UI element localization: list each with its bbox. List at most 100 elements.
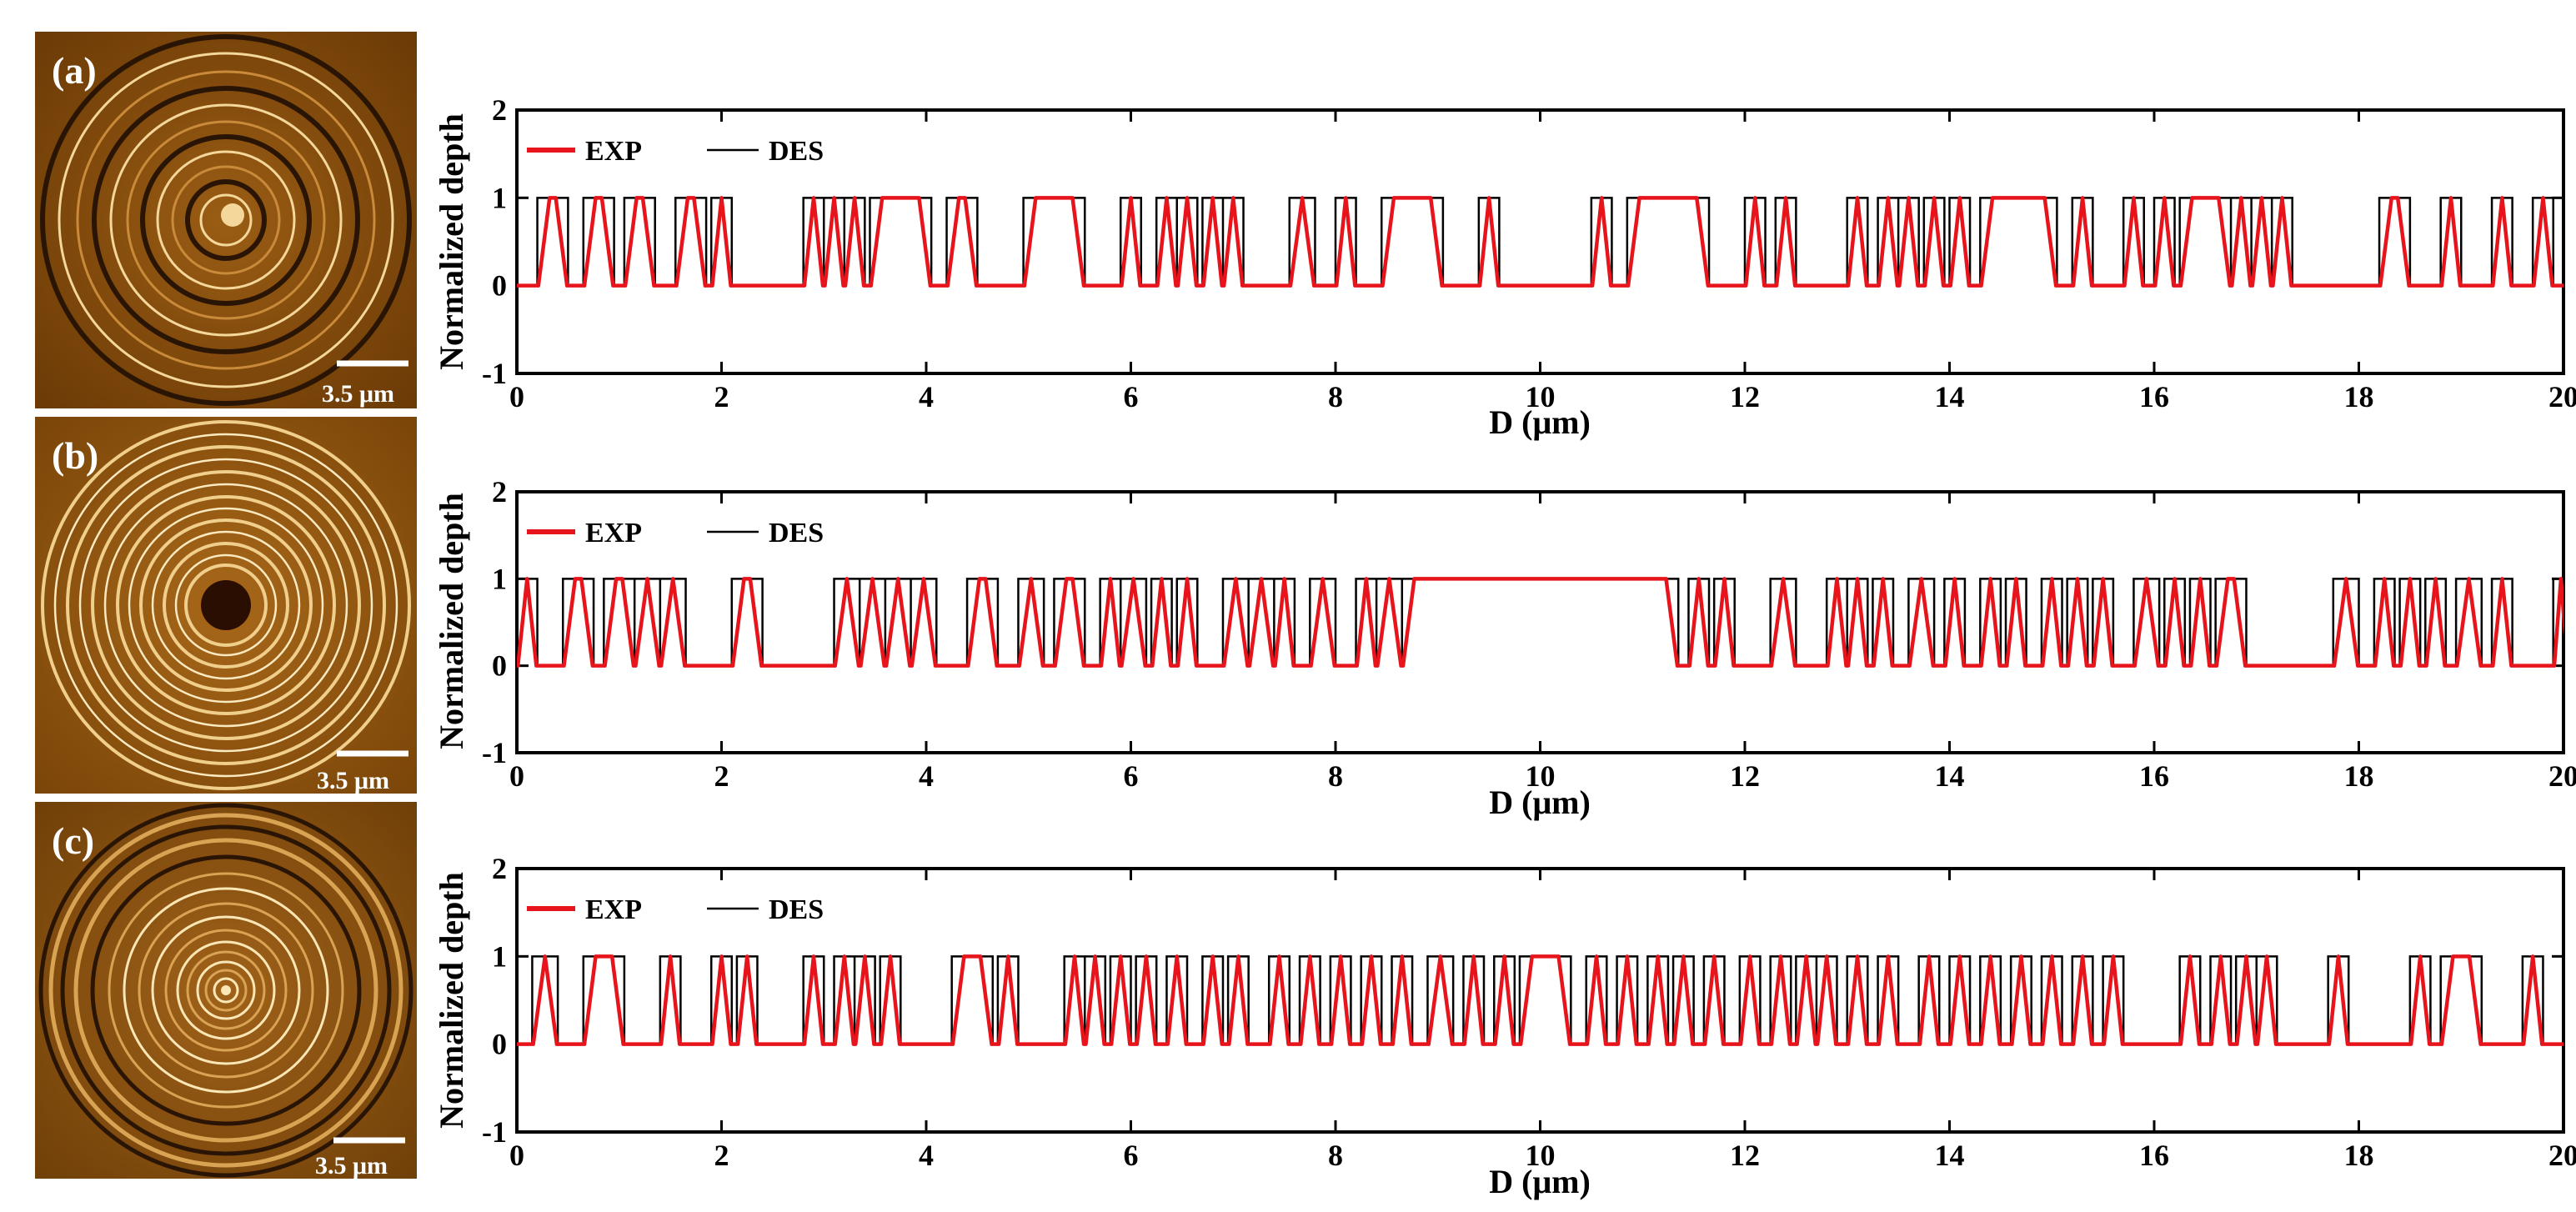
afm-ring — [151, 530, 301, 680]
afm-ring — [38, 803, 413, 1178]
x-tick-label: 0 — [509, 759, 524, 793]
y-tick-label: 2 — [492, 475, 507, 508]
afm-image-a: (a) 3.5 μm — [35, 32, 417, 408]
x-tick-label: 18 — [2344, 759, 2374, 793]
afm-ring — [199, 193, 253, 247]
afm-ring — [73, 838, 378, 1143]
x-axis-label: D (μm) — [1489, 784, 1591, 821]
legend: EXP DES — [527, 894, 824, 925]
afm-ring — [156, 150, 296, 290]
y-tick-label: -1 — [482, 736, 507, 769]
x-tick-label: 8 — [1328, 1139, 1343, 1172]
afm-image-b: (b) 3.5 μm — [35, 417, 417, 794]
y-tick-label: 1 — [492, 562, 507, 595]
scale-bar-label: 3.5 μm — [317, 767, 389, 794]
legend: EXP DES — [527, 136, 824, 167]
afm-ring — [108, 872, 344, 1109]
afm-ring — [204, 969, 248, 1012]
afm-ring — [174, 553, 278, 657]
afm-ring — [138, 902, 314, 1079]
x-tick-label: 6 — [1124, 1139, 1139, 1172]
afm-ring — [90, 854, 362, 1126]
legend-label-exp: EXP — [585, 136, 642, 167]
x-tick-label: 2 — [714, 759, 729, 793]
x-tick-label: 6 — [1124, 759, 1139, 793]
series-exp-line — [517, 196, 2563, 288]
x-tick-label: 14 — [1935, 380, 1965, 413]
legend-label-des: DES — [769, 518, 824, 548]
x-tick-label: 20 — [2548, 1139, 2576, 1172]
y-tick-label: -1 — [482, 357, 507, 390]
x-tick-label: 16 — [2139, 1139, 2169, 1172]
afm-ring — [58, 52, 394, 388]
series-des-line — [517, 955, 2563, 1045]
y-tick-label: 0 — [492, 1028, 507, 1061]
legend-label-des: DES — [769, 894, 824, 925]
afm-ring — [213, 977, 239, 1004]
x-tick-label: 4 — [919, 1139, 934, 1172]
afm-center — [221, 203, 244, 227]
y-tick-label: 1 — [492, 181, 507, 214]
afm-ring — [53, 433, 398, 778]
afm-ring — [184, 563, 268, 647]
x-tick-label: 8 — [1328, 759, 1343, 793]
legend-label-exp: EXP — [585, 518, 642, 548]
x-tick-label: 14 — [1935, 759, 1965, 793]
x-tick-label: 20 — [2548, 759, 2576, 793]
legend-label-des: DES — [769, 136, 824, 167]
afm-ring — [76, 70, 376, 370]
x-tick-label: 16 — [2139, 759, 2169, 793]
x-tick-label: 18 — [2344, 380, 2374, 413]
afm-image-c: (c) 3.5 μm — [35, 802, 417, 1179]
x-tick-label: 18 — [2344, 1139, 2374, 1172]
afm-ring — [139, 518, 313, 692]
afm-rings — [40, 34, 412, 406]
afm-ring — [151, 915, 301, 1065]
x-tick-label: 10 — [1526, 1139, 1556, 1172]
y-tick-label: 1 — [492, 939, 507, 973]
afm-center — [221, 985, 231, 995]
afm-ring — [109, 103, 343, 337]
x-tick-label: 10 — [1526, 380, 1556, 413]
series-exp-line — [517, 954, 2563, 1046]
x-tick-label: 8 — [1328, 380, 1343, 413]
x-tick-label: 12 — [1730, 1139, 1760, 1172]
afm-ring — [186, 950, 266, 1030]
x-tick-label: 20 — [2548, 380, 2576, 413]
afm-ring — [163, 542, 289, 669]
x-tick-label: 2 — [714, 380, 729, 413]
afm-ring — [116, 495, 336, 715]
y-tick-label: 2 — [492, 93, 507, 127]
plot-c: Normalized depth D (μm) 0 2 4 6 8 10 12 14 16 18 2… — [433, 852, 2576, 1200]
y-tick-label: 0 — [492, 649, 507, 683]
afm-rings — [38, 803, 413, 1178]
y-axis-label: Normalized depth — [433, 872, 470, 1129]
panel-label-a: (a) — [52, 49, 97, 92]
x-tick-label: 12 — [1730, 380, 1760, 413]
afm-ring — [126, 120, 326, 320]
afm-ring — [196, 960, 256, 1020]
x-tick-label: 14 — [1935, 1139, 1965, 1172]
afm-rings — [41, 420, 411, 790]
afm-ring — [185, 179, 267, 261]
afm-ring — [91, 470, 361, 740]
x-tick-label: 0 — [509, 1139, 524, 1172]
legend-label-exp: EXP — [585, 894, 642, 925]
afm-ring — [92, 86, 360, 354]
x-tick-label: 12 — [1730, 759, 1760, 793]
afm-center — [201, 580, 251, 630]
afm-ring — [171, 165, 281, 275]
y-tick-label: -1 — [482, 1115, 507, 1149]
y-axis-label: Normalized depth — [433, 493, 470, 749]
panel-label-b: (b) — [52, 434, 98, 477]
afm-ring — [128, 507, 324, 704]
afm-ring — [78, 458, 373, 753]
afm-ring — [123, 887, 329, 1094]
x-tick-label: 10 — [1526, 759, 1556, 793]
y-tick-label: 2 — [492, 852, 507, 885]
afm-ring — [103, 483, 348, 728]
scale-bar-label: 3.5 μm — [315, 1152, 388, 1179]
afm-ring — [176, 940, 276, 1040]
y-tick-label: 0 — [492, 269, 507, 303]
afm-ring — [164, 929, 288, 1052]
